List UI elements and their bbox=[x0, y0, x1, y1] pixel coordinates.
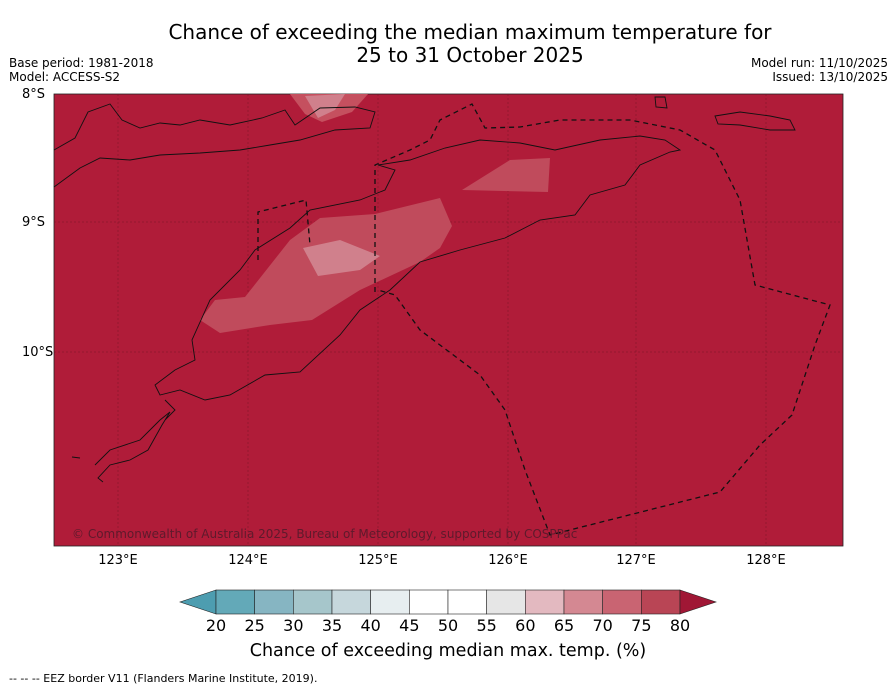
colorbar-segment bbox=[254, 589, 294, 615]
lon-label: 125°E bbox=[358, 553, 398, 568]
map-title-line1: Chance of exceeding the median maximum t… bbox=[168, 20, 772, 44]
base-period: Base period: 1981-2018 bbox=[9, 56, 154, 70]
lat-label: 8°S bbox=[22, 87, 46, 102]
colorbar-title: Chance of exceeding median max. temp. (%… bbox=[249, 641, 647, 661]
colorbar-extend-high bbox=[679, 589, 717, 615]
graticule bbox=[54, 94, 843, 546]
colorbar-segment bbox=[525, 589, 565, 615]
colorbar-tick-label: 75 bbox=[631, 616, 652, 635]
map-title-line2: 25 to 31 October 2025 bbox=[356, 43, 584, 67]
colorbar-tick-label: 60 bbox=[515, 616, 536, 635]
contour-70-north bbox=[305, 94, 345, 118]
contour-75-east bbox=[462, 158, 550, 192]
map-background bbox=[53, 93, 844, 547]
lat-label: 9°S bbox=[22, 215, 46, 230]
coastlines bbox=[53, 96, 796, 483]
lon-label: 127°E bbox=[616, 553, 656, 568]
colorbar-tick-label: 45 bbox=[399, 616, 420, 635]
colorbar-segment bbox=[215, 589, 255, 615]
issued-date: Issued: 13/10/2025 bbox=[772, 70, 888, 84]
colorbar bbox=[179, 589, 717, 615]
colorbar-segment bbox=[563, 589, 603, 615]
colorbar-segment bbox=[486, 589, 526, 615]
colorbar-extend-low bbox=[179, 589, 217, 615]
colorbar-segment bbox=[641, 589, 681, 615]
model-name: Model: ACCESS-S2 bbox=[9, 70, 121, 84]
copyright-text: © Commonwealth of Australia 2025, Bureau… bbox=[72, 527, 577, 541]
colorbar-tick-label: 25 bbox=[244, 616, 265, 635]
colorbar-segment bbox=[331, 589, 371, 615]
colorbar-tick-label: 70 bbox=[592, 616, 613, 635]
colorbar-tick-label: 55 bbox=[476, 616, 497, 635]
colorbar-segment bbox=[602, 589, 642, 615]
colorbar-segment bbox=[409, 589, 449, 615]
colorbar-tick-label: 35 bbox=[321, 616, 343, 635]
colorbar-tick-label: 50 bbox=[437, 616, 459, 635]
lon-label: 124°E bbox=[228, 553, 268, 568]
colorbar-tick-label: 20 bbox=[205, 616, 227, 635]
lat-label: 10°S bbox=[22, 345, 54, 360]
eez-borders bbox=[257, 103, 831, 536]
colorbar-tick-label: 30 bbox=[283, 616, 304, 635]
model-run: Model run: 11/10/2025 bbox=[750, 56, 888, 70]
colorbar-tick-label: 40 bbox=[360, 616, 381, 635]
lon-label: 126°E bbox=[488, 553, 528, 568]
colorbar-tick-label: 80 bbox=[669, 616, 691, 635]
colorbar-segment bbox=[370, 589, 410, 615]
colorbar-segment bbox=[447, 589, 487, 615]
eez-footnote: -- -- -- EEZ border V11 (Flanders Marine… bbox=[9, 672, 318, 685]
contour-70-central bbox=[303, 240, 380, 276]
lon-label: 123°E bbox=[98, 553, 138, 568]
colorbar-segment bbox=[293, 589, 333, 615]
lon-label: 128°E bbox=[746, 553, 786, 568]
colorbar-tick-label: 65 bbox=[553, 616, 575, 635]
